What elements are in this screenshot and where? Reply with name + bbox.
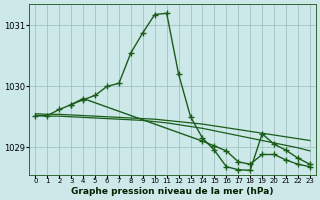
X-axis label: Graphe pression niveau de la mer (hPa): Graphe pression niveau de la mer (hPa)	[71, 187, 274, 196]
